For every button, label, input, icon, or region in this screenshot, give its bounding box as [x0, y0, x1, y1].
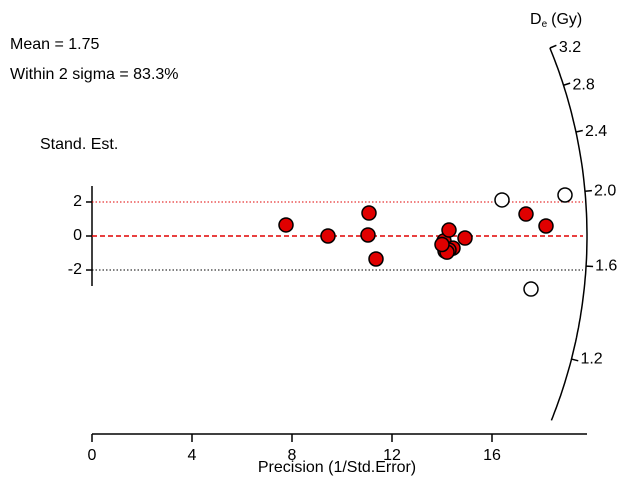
z-label-unit: (Gy): [551, 11, 582, 28]
z-tick: [571, 359, 578, 361]
point: [279, 218, 293, 232]
z-tick: [585, 191, 592, 192]
z-tick: [550, 45, 556, 48]
x-tick-label: 16: [483, 447, 501, 464]
z-axis-label: De(Gy): [530, 11, 582, 29]
z-tick-label: 2.0: [594, 182, 616, 199]
z-label-main: D: [530, 11, 542, 28]
x-tick-label: 4: [188, 447, 197, 464]
point: [361, 228, 375, 242]
point: [558, 188, 572, 202]
point: [321, 229, 335, 243]
point: [524, 282, 538, 296]
point: [495, 193, 509, 207]
point: [369, 252, 383, 266]
point: [435, 238, 449, 252]
point: [539, 219, 553, 233]
annotation: Within 2 sigma = 83.3%: [10, 66, 179, 83]
z-tick-label: 1.2: [580, 350, 602, 367]
point: [519, 207, 533, 221]
point: [458, 231, 472, 245]
annotation: Mean = 1.75: [10, 36, 100, 53]
z-tick-label: 1.6: [595, 257, 617, 274]
z-tick: [563, 83, 570, 85]
y-tick-label: -2: [68, 261, 82, 278]
x-tick-label: 0: [88, 447, 97, 464]
y-tick-label: 0: [73, 227, 82, 244]
y-axis-label: Stand. Est.: [40, 136, 118, 153]
z-label-sub: e: [542, 19, 548, 30]
z-tick-label: 3.2: [559, 39, 581, 56]
point: [362, 206, 376, 220]
x-tick-label: 8: [288, 447, 297, 464]
z-tick-label: 2.4: [585, 123, 607, 140]
z-tick: [576, 131, 583, 132]
point: [442, 223, 456, 237]
y-tick-label: 2: [73, 193, 82, 210]
x-tick-label: 12: [383, 447, 401, 464]
z-tick-label: 2.8: [572, 76, 594, 93]
